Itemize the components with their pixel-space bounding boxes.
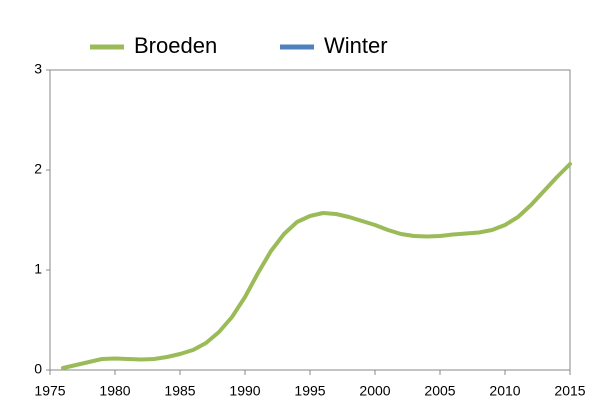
series-line xyxy=(61,162,572,370)
x-tick-label: 1975 xyxy=(34,383,65,399)
x-tick-label: 1980 xyxy=(99,383,130,399)
legend-label: Broeden xyxy=(134,33,217,58)
x-tick-label: 2000 xyxy=(359,383,390,399)
x-tick-label: 2010 xyxy=(489,383,520,399)
x-tick-label: 1985 xyxy=(164,383,195,399)
legend-label: Winter xyxy=(324,33,388,58)
x-tick-label: 1995 xyxy=(294,383,325,399)
x-tick-label: 2015 xyxy=(554,383,585,399)
y-tick-label: 0 xyxy=(34,361,42,377)
y-tick-label: 3 xyxy=(34,61,42,77)
plot-frame xyxy=(49,69,571,371)
y-tick-label: 2 xyxy=(34,161,42,177)
x-tick-label: 1990 xyxy=(229,383,260,399)
x-tick-label: 2005 xyxy=(424,383,455,399)
y-tick-label: 1 xyxy=(34,261,42,277)
